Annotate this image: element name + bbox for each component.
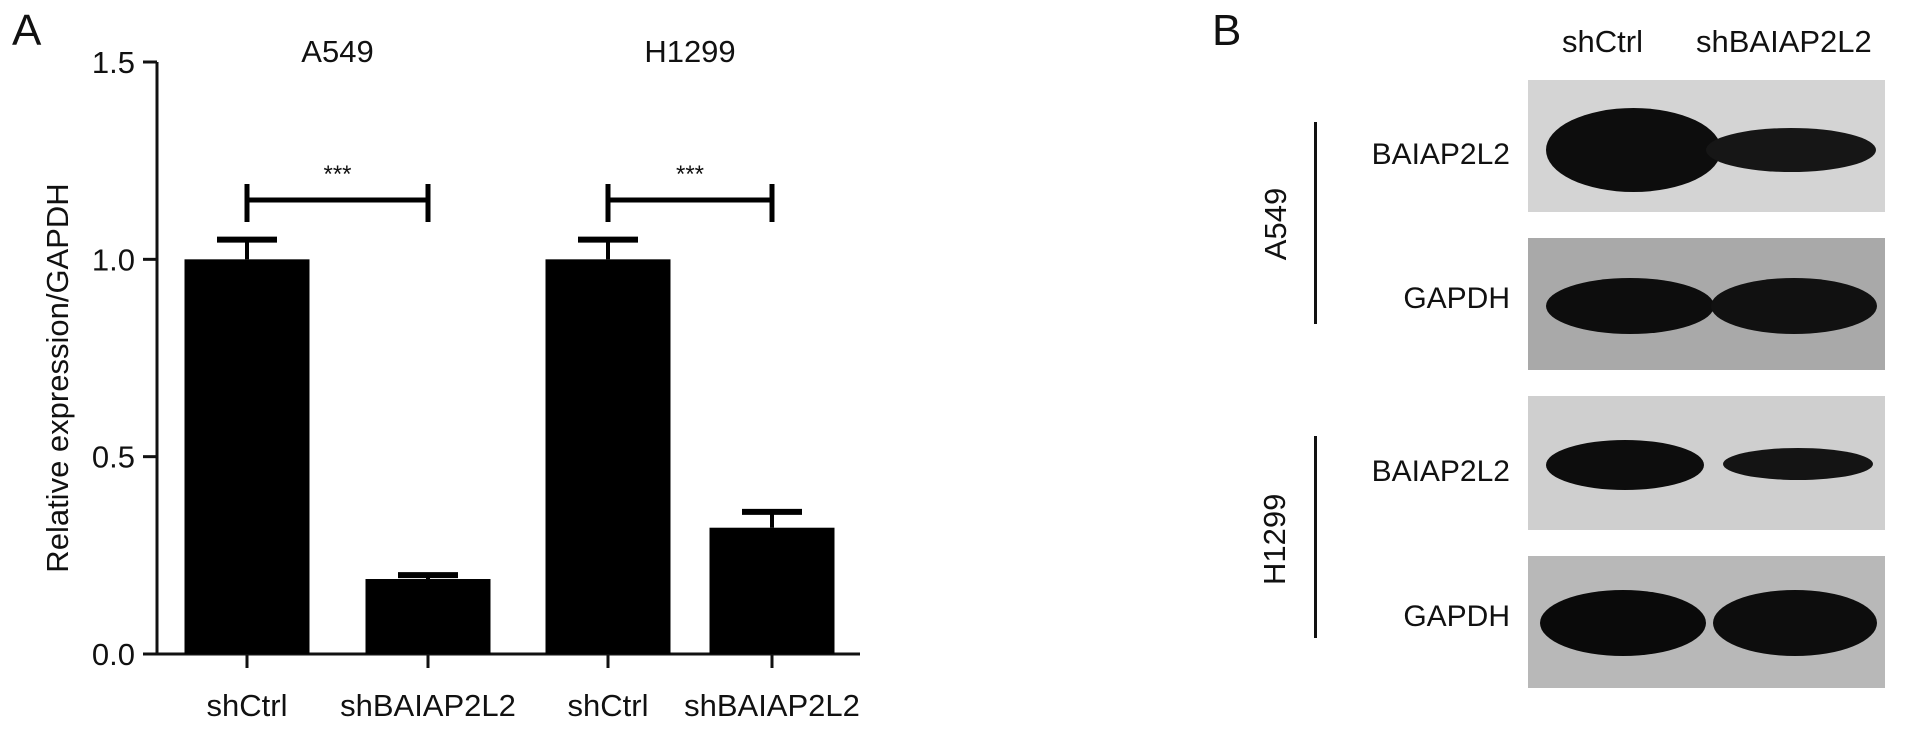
blot-column-label: shBAIAP2L2 [1696, 24, 1872, 59]
blot-image [1528, 396, 1885, 530]
significance-label: *** [323, 161, 351, 188]
blot-image [1528, 238, 1885, 370]
y-tick-label: 0.5 [92, 440, 135, 475]
group-title: H1299 [644, 34, 735, 69]
bar [184, 259, 310, 654]
x-tick-label: shCtrl [207, 688, 288, 723]
cell-line-bracket [1314, 122, 1317, 324]
panel-b-letter: B [1212, 6, 1242, 55]
blot-band [1713, 590, 1877, 656]
blot-row-label: BAIAP2L2 [1371, 455, 1510, 488]
x-tick-label: shBAIAP2L2 [340, 688, 516, 723]
blot-row-label: GAPDH [1403, 600, 1510, 633]
blot-image [1528, 80, 1885, 212]
x-tick-label: shBAIAP2L2 [684, 688, 860, 723]
bar [365, 579, 491, 654]
blot-band [1723, 448, 1873, 480]
y-tick-label: 0.0 [92, 637, 135, 672]
group-title: A549 [301, 34, 373, 69]
cell-line-label: H1299 [1257, 493, 1292, 585]
cell-line-label: A549 [1258, 187, 1293, 261]
blot-band [1711, 278, 1877, 334]
y-tick-label: 1.5 [92, 45, 135, 80]
y-axis-label: Relative expression/GAPDH [40, 183, 75, 572]
x-tick-label: shCtrl [568, 688, 649, 723]
bar-chart: 0.0 0.5 1.0 1.5 Relative expression/GAPDH A54… [40, 34, 860, 723]
bar [545, 259, 671, 654]
blot-band [1540, 590, 1706, 656]
blot-column-label: shCtrl [1562, 24, 1643, 59]
bar [709, 527, 835, 654]
blot-band [1546, 440, 1704, 490]
cell-line-bracket [1314, 436, 1317, 638]
blot-image [1528, 556, 1885, 688]
significance-label: *** [676, 161, 704, 188]
y-tick-label: 1.0 [92, 242, 135, 277]
blot-row-label: GAPDH [1403, 282, 1510, 315]
blot-band [1546, 108, 1721, 192]
blot-row-label: BAIAP2L2 [1371, 138, 1510, 171]
blot-band [1706, 128, 1876, 172]
blot-band [1546, 278, 1714, 334]
panel-a-letter: A [12, 6, 42, 55]
